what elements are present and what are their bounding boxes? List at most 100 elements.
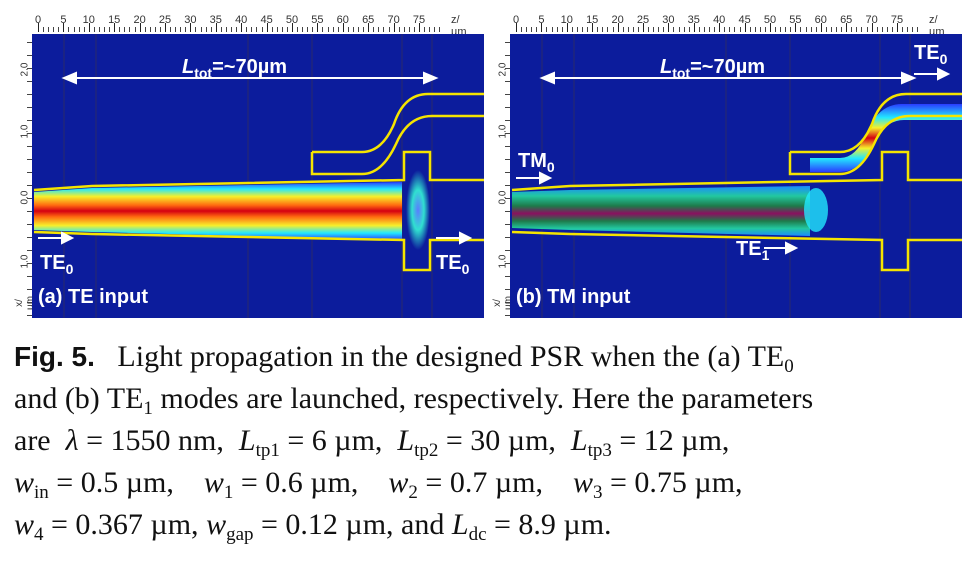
z-minor-tick — [210, 27, 212, 32]
x-minor-tick — [505, 55, 510, 56]
z-minor-tick — [358, 27, 360, 32]
field-plot-a: Ltot=~70µm TE0 TE0 (a) TE input — [32, 34, 484, 318]
x-minor-tick — [505, 107, 510, 108]
z-tick-mark — [719, 23, 721, 32]
z-minor-tick — [582, 27, 584, 32]
x-minor-tick — [505, 224, 510, 225]
z-tick-label: 10 — [560, 14, 573, 26]
x-minor-tick — [27, 68, 32, 69]
z-ruler: 0 5 10 15 20 25 30 35 40 45 50 55 60 65 70 75 z/µm — [32, 14, 484, 38]
z-minor-tick — [861, 27, 863, 32]
z-minor-tick — [144, 27, 146, 32]
z-minor-tick — [281, 27, 283, 32]
z-tick-mark — [643, 23, 644, 32]
z-minor-tick — [297, 27, 299, 32]
z-tick-label: 20 — [611, 14, 624, 26]
z-minor-tick — [439, 27, 441, 32]
z-tick-label: 15 — [586, 14, 599, 26]
z-minor-tick — [378, 27, 380, 32]
z-minor-tick — [673, 27, 675, 32]
z-minor-tick — [398, 27, 400, 32]
z-minor-tick — [876, 27, 878, 32]
x-minor-tick — [27, 159, 32, 160]
panel-label-b: (b) TM input — [516, 286, 631, 308]
z-tick-label: 70 — [387, 14, 400, 26]
figure-caption: Fig. 5. Light propagation in the designe… — [14, 340, 814, 545]
z-tick-mark — [190, 23, 192, 32]
z-minor-tick — [703, 27, 705, 32]
z-tick-label: 60 — [814, 14, 827, 26]
z-minor-tick — [78, 27, 80, 32]
z-minor-tick — [109, 27, 111, 32]
z-minor-tick — [352, 27, 354, 32]
z-minor-tick — [836, 27, 838, 32]
z-tick-mark — [292, 23, 293, 32]
x-tick-label: 1.0 — [19, 254, 31, 269]
z-minor-tick — [734, 27, 736, 32]
z-tick-label: 0 — [512, 14, 520, 26]
z-minor-tick — [185, 27, 187, 32]
z-minor-tick — [637, 27, 639, 32]
z-minor-tick — [261, 27, 263, 32]
z-minor-tick — [729, 27, 731, 32]
figure-panel-a: 0 5 10 15 20 25 30 35 40 45 50 55 60 65 70 75 z/µm 2.0 1.… — [14, 14, 484, 318]
z-minor-tick — [53, 27, 55, 32]
z-minor-tick — [73, 27, 75, 32]
z-tick-mark — [342, 23, 344, 32]
z-minor-tick — [688, 27, 690, 32]
converted-mode-label: TE1 — [736, 238, 770, 263]
z-minor-tick — [678, 27, 680, 32]
z-minor-tick — [307, 27, 309, 32]
z-minor-tick — [607, 27, 609, 32]
z-minor-tick — [373, 27, 375, 32]
z-tick-mark — [617, 23, 619, 32]
cross-output-label: TE0 — [914, 42, 948, 67]
z-tick-mark — [419, 23, 420, 32]
z-minor-tick — [866, 27, 868, 32]
z-tick-mark — [114, 23, 116, 32]
x-minor-tick — [27, 42, 32, 43]
z-minor-tick — [912, 27, 914, 32]
z-tick-label: 55 — [311, 14, 324, 26]
z-minor-tick — [521, 27, 523, 32]
input-mode-label: TE0 — [40, 252, 74, 277]
x-minor-tick — [27, 302, 32, 303]
z-minor-tick — [800, 27, 802, 32]
z-minor-tick — [337, 27, 339, 32]
x-minor-tick — [27, 94, 32, 95]
output-mode-label: TE0 — [436, 252, 470, 277]
z-minor-tick — [571, 27, 573, 32]
x-minor-tick — [505, 237, 510, 238]
z-minor-tick — [413, 27, 415, 32]
z-minor-tick — [225, 27, 227, 32]
z-minor-tick — [856, 27, 858, 32]
z-tick-mark — [165, 23, 166, 32]
z-minor-tick — [195, 27, 197, 32]
z-minor-tick — [536, 27, 538, 32]
z-minor-tick — [48, 27, 50, 32]
z-tick-mark — [693, 23, 695, 32]
z-minor-tick — [663, 27, 665, 32]
z-minor-tick — [327, 27, 329, 32]
x-minor-tick — [505, 172, 510, 173]
z-tick-label: 35 — [687, 14, 700, 26]
z-minor-tick — [424, 27, 426, 32]
z-tick-label: 35 — [209, 14, 222, 26]
z-minor-tick — [332, 27, 334, 32]
z-tick-label: 5 — [538, 14, 545, 26]
z-minor-tick — [256, 27, 258, 32]
z-minor-tick — [739, 27, 741, 32]
z-minor-tick — [231, 27, 233, 32]
z-tick-label: 50 — [285, 14, 299, 26]
z-minor-tick — [98, 27, 100, 32]
z-minor-tick — [347, 27, 349, 32]
z-tick-label: 40 — [713, 14, 726, 26]
x-minor-tick — [27, 55, 32, 56]
z-minor-tick — [698, 27, 700, 32]
x-minor-tick — [505, 289, 510, 290]
z-minor-tick — [302, 27, 304, 32]
x-tick-label: 2.0 — [497, 62, 509, 77]
z-tick-mark — [368, 23, 370, 32]
z-tick-mark — [266, 23, 268, 32]
z-minor-tick — [403, 27, 405, 32]
